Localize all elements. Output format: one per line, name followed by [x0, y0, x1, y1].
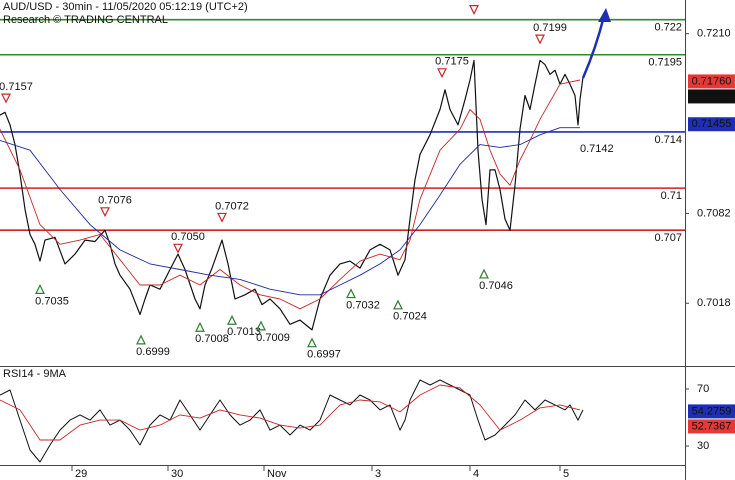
x-tick-label: 4 — [473, 468, 479, 480]
swing-low-marker — [393, 299, 403, 310]
price-box-label: 54.2759 — [692, 405, 732, 417]
swing-low-marker — [227, 314, 237, 325]
swing-label: 0.7009 — [256, 332, 290, 344]
swing-label: 0.7072 — [215, 200, 249, 212]
swing-label: 0.7035 — [35, 295, 69, 307]
price-box — [688, 89, 735, 104]
chart-subtitle: Research © TRADING CENTRAL — [3, 14, 168, 26]
y-tick-label: 30 — [697, 440, 709, 452]
swing-high-marker — [437, 68, 447, 79]
x-tick-label: 29 — [75, 468, 87, 480]
swing-label: 0.7013 — [227, 326, 261, 338]
swing-label: 0.7008 — [195, 333, 229, 345]
arrow-head — [598, 8, 611, 22]
swing-low-marker — [35, 284, 45, 294]
swing-high-marker — [173, 243, 183, 254]
swing-low-marker — [136, 334, 146, 345]
swing-label: 0.7199 — [533, 22, 567, 34]
swing-label: 0.7175 — [435, 56, 469, 68]
price-box — [688, 117, 735, 132]
price-box-label: 0.71755 — [692, 90, 732, 102]
level-label: 0.707 — [654, 232, 682, 244]
swing-low-marker — [479, 268, 489, 279]
price-box-label: 0.71760 — [692, 75, 732, 87]
price-box-label: 52.7367 — [692, 420, 732, 432]
x-tick-label: 3 — [375, 468, 381, 480]
series-line — [0, 59, 584, 331]
swing-label: 0.7024 — [393, 311, 427, 323]
x-tick-label: Nov — [267, 468, 287, 480]
series-line — [0, 79, 581, 310]
chart-title: AUD/USD - 30min - 11/05/2020 05:12:19 (U… — [3, 1, 248, 13]
y-tick-label: 0.7082 — [697, 207, 731, 219]
price-label: 0.7142 — [580, 143, 614, 155]
x-tick-label: 5 — [563, 468, 569, 480]
swing-high-marker — [217, 212, 227, 223]
projection-arrow — [581, 8, 611, 79]
swing-label: 0.7046 — [479, 280, 513, 292]
level-label: 0.722 — [654, 22, 682, 34]
x-tick-label: 30 — [171, 468, 183, 480]
swing-high-marker — [100, 207, 110, 218]
y-tick-label: 0.7018 — [697, 297, 731, 309]
swing-low-marker — [307, 337, 317, 348]
swing-label: 0.7157 — [0, 81, 33, 93]
level-label: 0.71 — [661, 190, 682, 202]
price-box-label: 0.71455 — [692, 118, 732, 130]
swing-label: 0.6999 — [136, 346, 170, 358]
price-box — [688, 419, 735, 434]
swing-label: 0.7050 — [171, 231, 205, 243]
swing-label: 0.7032 — [346, 299, 380, 311]
y-tick-label: 0.7210 — [697, 28, 731, 40]
series-line — [0, 384, 581, 441]
rsi-title: RSI14 - 9MA — [3, 368, 67, 380]
swing-low-marker — [256, 320, 266, 331]
swing-high-marker — [535, 34, 545, 45]
chart-layer: 0.7210 0.7082 0.7018 0.722 0.7195 0.714 0.71 0.… — [0, 5, 735, 480]
series-line — [0, 127, 580, 296]
swing-low-marker — [346, 288, 356, 299]
swing-high-marker — [1, 93, 11, 104]
swing-high-marker — [469, 5, 479, 15]
price-box — [688, 404, 735, 419]
swing-label: 0.7076 — [98, 195, 132, 207]
swing-low-marker — [195, 321, 205, 332]
swing-label: 0.6997 — [307, 349, 341, 361]
price-box — [688, 74, 735, 89]
level-label: 0.7195 — [648, 57, 682, 69]
level-label: 0.714 — [654, 134, 682, 146]
y-tick-label: 70 — [697, 383, 709, 395]
